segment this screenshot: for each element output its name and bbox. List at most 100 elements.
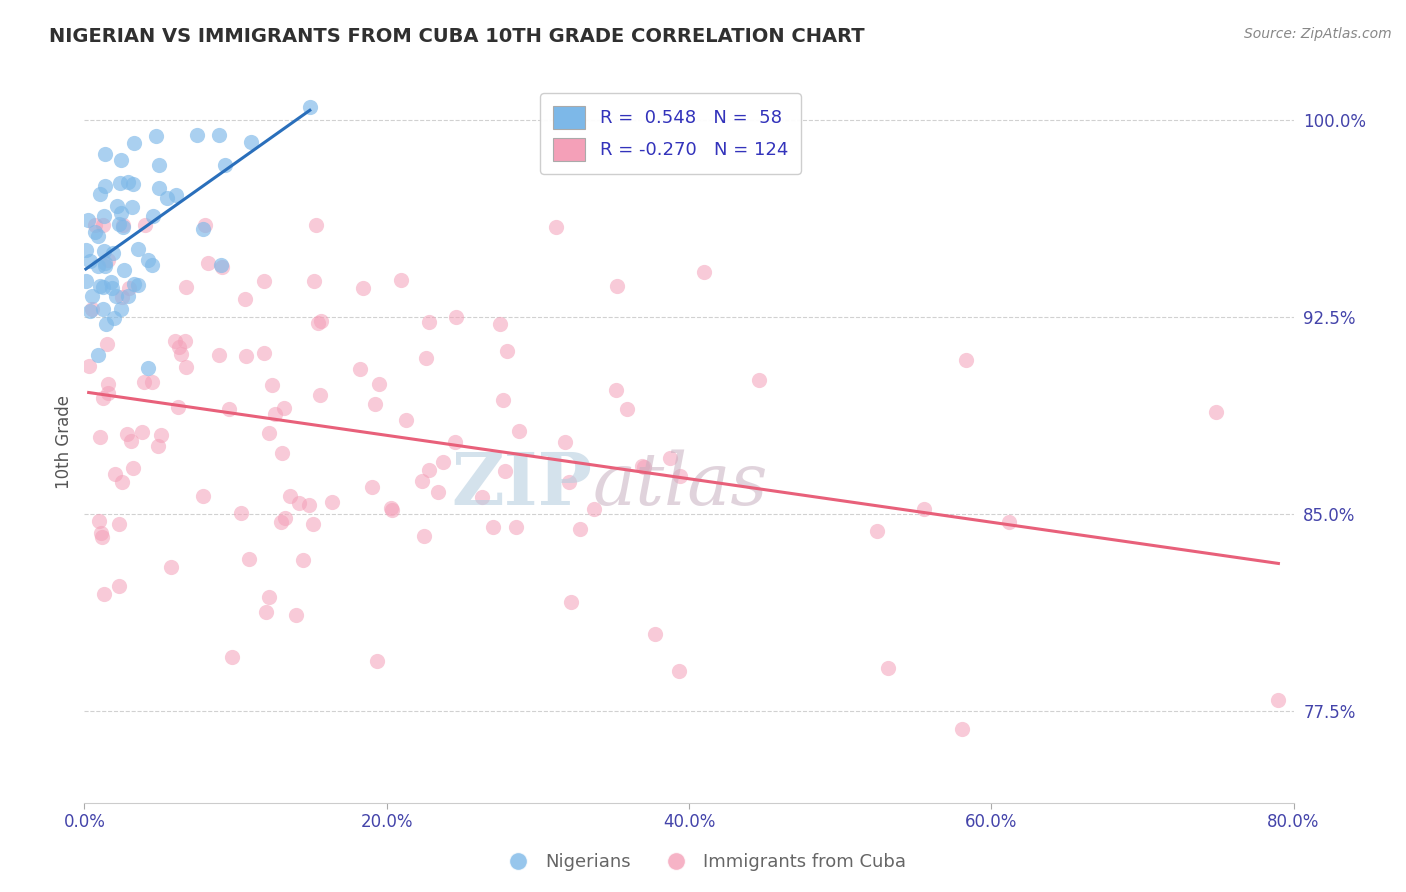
- Point: [221, 649, 243, 664]
- Text: ZIP: ZIP: [451, 450, 592, 520]
- Point: [481, 520, 503, 534]
- Point: [253, 346, 276, 360]
- Point: [122, 277, 145, 292]
- Point: [89, 187, 111, 202]
- Point: [257, 591, 280, 605]
- Point: [302, 274, 325, 288]
- Point: [174, 280, 197, 294]
- Point: [108, 217, 131, 231]
- Point: [492, 392, 515, 407]
- Point: [508, 424, 530, 438]
- Point: [443, 435, 465, 450]
- Point: [134, 375, 156, 389]
- Point: [1267, 693, 1289, 707]
- Point: [394, 413, 416, 427]
- Point: [273, 511, 295, 525]
- Point: [191, 489, 214, 503]
- Point: [174, 360, 197, 375]
- Point: [122, 136, 145, 151]
- Point: [418, 315, 440, 329]
- Point: [89, 430, 111, 444]
- Point: [83, 226, 105, 240]
- Point: [415, 351, 437, 366]
- Point: [76, 212, 98, 227]
- Point: [131, 425, 153, 439]
- Point: [149, 428, 172, 442]
- Point: [253, 274, 276, 288]
- Point: [489, 318, 512, 332]
- Point: [75, 274, 97, 288]
- Point: [496, 344, 519, 359]
- Point: [360, 480, 382, 494]
- Point: [122, 461, 145, 475]
- Point: [127, 242, 149, 256]
- Point: [97, 386, 120, 401]
- Point: [633, 460, 655, 475]
- Point: [110, 153, 132, 168]
- Point: [93, 218, 115, 232]
- Point: [952, 722, 974, 736]
- Legend: R =  0.548   N =  58, R = -0.270   N = 124: R = 0.548 N = 58, R = -0.270 N = 124: [540, 93, 801, 174]
- Point: [90, 526, 112, 541]
- Point: [100, 275, 122, 289]
- Point: [97, 253, 120, 268]
- Point: [91, 302, 114, 317]
- Point: [557, 475, 579, 489]
- Point: [233, 293, 256, 307]
- Point: [156, 191, 179, 205]
- Point: [118, 281, 141, 295]
- Point: [169, 347, 191, 361]
- Point: [165, 188, 187, 202]
- Point: [115, 426, 138, 441]
- Point: [112, 262, 135, 277]
- Point: [91, 392, 114, 406]
- Point: [352, 281, 374, 295]
- Point: [291, 552, 314, 566]
- Point: [235, 349, 257, 363]
- Point: [91, 530, 114, 544]
- Point: [955, 353, 977, 368]
- Point: [389, 273, 412, 287]
- Point: [193, 221, 215, 235]
- Point: [117, 175, 139, 189]
- Point: [444, 310, 467, 324]
- Point: [111, 475, 134, 489]
- Point: [148, 158, 170, 172]
- Point: [103, 310, 125, 325]
- Point: [89, 279, 111, 293]
- Point: [1205, 405, 1227, 419]
- Y-axis label: 10th Grade: 10th Grade: [55, 394, 73, 489]
- Point: [146, 439, 169, 453]
- Point: [141, 375, 163, 389]
- Point: [186, 128, 208, 143]
- Point: [121, 178, 143, 192]
- Point: [287, 496, 309, 510]
- Point: [214, 158, 236, 172]
- Point: [238, 551, 260, 566]
- Point: [111, 290, 134, 304]
- Text: NIGERIAN VS IMMIGRANTS FROM CUBA 10TH GRADE CORRELATION CHART: NIGERIAN VS IMMIGRANTS FROM CUBA 10TH GR…: [49, 27, 865, 45]
- Point: [298, 99, 321, 113]
- Point: [93, 244, 115, 259]
- Point: [411, 475, 433, 489]
- Point: [366, 654, 388, 668]
- Point: [998, 516, 1021, 530]
- Point: [630, 458, 652, 473]
- Point: [108, 579, 131, 593]
- Point: [494, 464, 516, 478]
- Point: [87, 228, 110, 243]
- Point: [93, 587, 115, 601]
- Point: [616, 401, 638, 416]
- Point: [471, 490, 494, 504]
- Point: [94, 256, 117, 270]
- Point: [108, 176, 131, 190]
- Point: [349, 362, 371, 376]
- Point: [208, 348, 231, 362]
- Point: [239, 135, 262, 149]
- Point: [134, 218, 156, 232]
- Point: [364, 397, 387, 411]
- Point: [692, 265, 714, 279]
- Point: [110, 206, 132, 220]
- Text: atlas: atlas: [592, 450, 768, 520]
- Point: [432, 455, 454, 469]
